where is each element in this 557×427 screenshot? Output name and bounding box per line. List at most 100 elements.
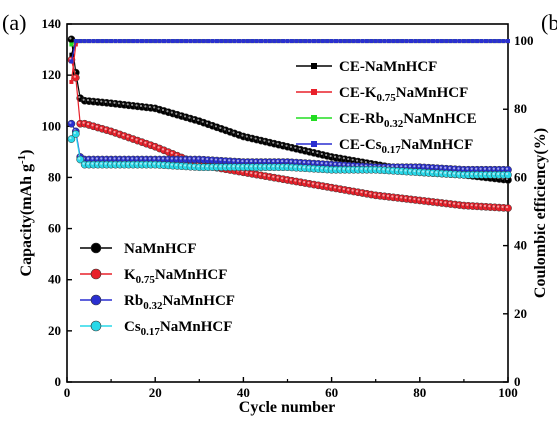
y-axis-title: Capacity(mAh g-1) <box>16 150 35 277</box>
capacity-point-highlight <box>444 201 446 203</box>
capacity-point-highlight <box>307 150 309 152</box>
capacity-point-highlight <box>352 164 354 166</box>
capacity-point-highlight <box>158 108 160 110</box>
capacity-point-highlight <box>162 148 164 150</box>
capacity-point-highlight <box>338 168 340 170</box>
ce-series-2 <box>69 39 510 46</box>
ce-point <box>122 39 126 43</box>
capacity-point-highlight <box>100 157 102 159</box>
legend-capacity-2: Rb0.32NaMnHCF <box>80 293 235 312</box>
capacity-point-highlight <box>83 122 85 124</box>
capacity-point-highlight <box>197 119 199 121</box>
capacity-point <box>72 130 79 137</box>
legend-capacity-3: Cs0.17NaMnHCF <box>80 319 232 338</box>
ce-series-0 <box>69 39 510 57</box>
legend-marker <box>311 115 317 121</box>
capacity-point-highlight <box>431 166 433 168</box>
capacity-point-highlight <box>281 160 283 162</box>
capacity-point-highlight <box>272 142 274 144</box>
ce-series-3 <box>69 39 510 63</box>
capacity-series-1 <box>68 56 512 212</box>
ce-point <box>453 39 457 43</box>
capacity-point-highlight <box>210 165 212 167</box>
capacity-point-highlight <box>303 149 305 151</box>
ce-point <box>480 39 484 43</box>
capacity-point-highlight <box>96 100 98 102</box>
capacity-point-highlight <box>334 156 336 158</box>
capacity-point-highlight <box>219 165 221 167</box>
capacity-point-highlight <box>290 146 292 148</box>
legend-label: K0.75NaMnHCF <box>124 267 227 286</box>
capacity-point-highlight <box>299 166 301 168</box>
y2-tick-label: 60 <box>514 169 527 184</box>
capacity-point-highlight <box>210 124 212 126</box>
ce-point <box>352 39 356 43</box>
capacity-point-highlight <box>277 165 279 167</box>
ce-point <box>250 39 254 43</box>
capacity-point-highlight <box>330 163 332 165</box>
capacity-point-highlight <box>135 104 137 106</box>
ce-point <box>497 39 501 43</box>
capacity-point-highlight <box>382 168 384 170</box>
ce-point <box>202 39 206 43</box>
ce-point <box>175 39 179 43</box>
ce-point <box>215 39 219 43</box>
capacity-point-highlight <box>241 165 243 167</box>
capacity-point-highlight <box>100 127 102 129</box>
capacity-point-highlight <box>360 191 362 193</box>
capacity-point-highlight <box>400 169 402 171</box>
ce-point <box>449 39 453 43</box>
capacity-point-highlight <box>246 160 248 162</box>
y2-tick-label: 40 <box>514 238 527 253</box>
capacity-point-highlight <box>268 165 270 167</box>
capacity-point-highlight <box>158 146 160 148</box>
capacity-point-highlight <box>497 168 499 170</box>
capacity-point-highlight <box>299 161 301 163</box>
ce-point <box>277 39 281 43</box>
ce-point <box>131 39 135 43</box>
capacity-point-highlight <box>153 157 155 159</box>
capacity-point-highlight <box>440 171 442 173</box>
capacity-point-highlight <box>109 163 111 165</box>
ce-point <box>219 39 223 43</box>
capacity-point-highlight <box>131 137 133 139</box>
capacity-point-highlight <box>268 160 270 162</box>
capacity-point-highlight <box>307 161 309 163</box>
capacity-point-highlight <box>312 182 314 184</box>
ce-point <box>246 39 250 43</box>
capacity-point-highlight <box>166 163 168 165</box>
ce-point <box>427 39 431 43</box>
capacity-point-highlight <box>91 163 93 165</box>
legend-capacity-0: NaMnHCF <box>80 241 197 257</box>
capacity-point-highlight <box>277 160 279 162</box>
capacity-point-highlight <box>224 159 226 161</box>
capacity-point-highlight <box>462 168 464 170</box>
capacity-point-highlight <box>171 164 173 166</box>
capacity-point-highlight <box>281 177 283 179</box>
ce-point <box>294 39 298 43</box>
capacity-point-highlight <box>87 99 89 101</box>
capacity-point-highlight <box>91 157 93 159</box>
ce-point <box>444 39 448 43</box>
capacity-point-highlight <box>171 157 173 159</box>
capacity-point-highlight <box>255 160 257 162</box>
capacity-point-highlight <box>193 157 195 159</box>
capacity-point <box>68 120 75 127</box>
y-tick-label: 140 <box>42 16 62 31</box>
capacity-point-highlight <box>202 165 204 167</box>
capacity-point-highlight <box>263 174 265 176</box>
capacity-point-highlight <box>285 160 287 162</box>
capacity-point-highlight <box>215 158 217 160</box>
capacity-point-highlight <box>197 157 199 159</box>
y-tick-label: 60 <box>48 221 61 236</box>
capacity-point-highlight <box>277 176 279 178</box>
capacity-point-highlight <box>122 163 124 165</box>
capacity-point-highlight <box>193 118 195 120</box>
capacity-point-highlight <box>427 199 429 201</box>
capacity-point-highlight <box>149 106 151 108</box>
ce-point <box>312 39 316 43</box>
capacity-point-highlight <box>237 160 239 162</box>
ce-point <box>272 39 276 43</box>
capacity-point-highlight <box>475 204 477 206</box>
capacity-point-highlight <box>127 163 129 165</box>
